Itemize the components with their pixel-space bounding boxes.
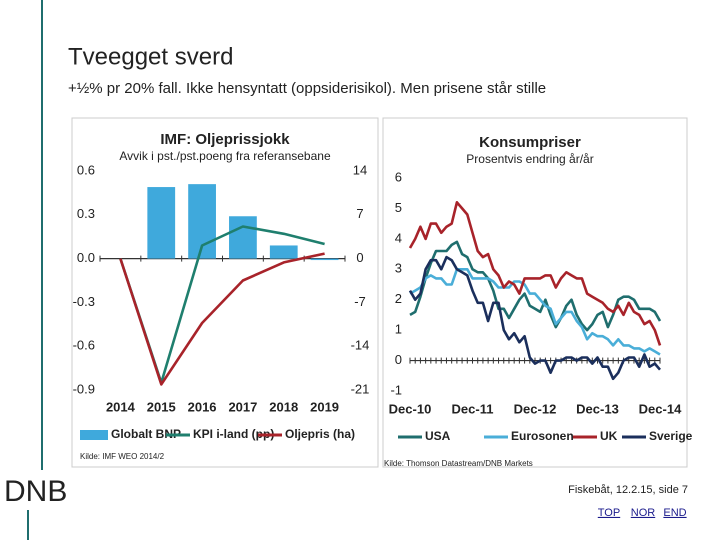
- x-tick-label: Dec-13: [576, 401, 619, 416]
- x-tick-label: 2017: [228, 399, 257, 414]
- x-tick-label: 2014: [106, 399, 136, 414]
- y-tick-label: -0.6: [73, 338, 95, 353]
- legend-label: Eurosonen: [511, 429, 574, 443]
- y2-tick-label: 0: [356, 250, 363, 265]
- y-tick-label: 2: [395, 291, 402, 306]
- nav-link[interactable]: TOP: [598, 507, 620, 519]
- source: Kilde: IMF WEO 2014/2: [80, 452, 165, 461]
- x-tick-label: Dec-11: [452, 401, 494, 416]
- chart-frame: [71, 117, 379, 468]
- series-line: [408, 201, 662, 346]
- chart-title: Konsumpriser: [479, 134, 581, 151]
- nav-link[interactable]: NOR: [631, 507, 656, 519]
- source: Kilde: Thomson Datastream/DNB Markets: [384, 459, 533, 468]
- y-tick-label: 4: [395, 230, 402, 245]
- series-line: [408, 255, 661, 381]
- logo: DNB: [4, 475, 67, 508]
- y-tick-label: 1: [395, 322, 402, 337]
- bar: [229, 216, 257, 259]
- bar: [147, 187, 176, 259]
- y-tick-label: 0.6: [77, 162, 95, 177]
- y-tick-label: 6: [395, 169, 402, 184]
- y2-tick-label: 14: [353, 162, 367, 177]
- y-tick-label: 0.0: [77, 250, 95, 265]
- slide-subtitle: +½% pr 20% fall. Ikke hensyntatt (oppsid…: [68, 80, 546, 97]
- nav-link[interactable]: END: [663, 507, 686, 519]
- series-line: [119, 252, 325, 386]
- legend-label: Oljepris (ha): [285, 427, 355, 441]
- legend-label: Globalt BNP: [111, 427, 181, 441]
- chart-subtitle: Prosentvis endring år/år: [466, 152, 593, 166]
- series-line: [409, 240, 662, 332]
- y2-tick-label: -14: [351, 338, 370, 353]
- y-tick-label: 3: [395, 261, 402, 276]
- x-tick-label: Dec-12: [514, 401, 557, 416]
- x-tick-label: 2018: [269, 399, 298, 414]
- x-tick-label: 2016: [188, 399, 217, 414]
- x-tick-label: 2015: [147, 399, 176, 414]
- bar: [269, 245, 298, 259]
- x-tick-label: Dec-14: [639, 401, 682, 416]
- y-tick-label: 0.3: [77, 206, 95, 221]
- y-tick-label: 5: [395, 200, 402, 215]
- chart-title: IMF: Oljeprissjokk: [160, 131, 290, 148]
- legend-swatch: [80, 430, 108, 440]
- x-tick-label: Dec-10: [389, 401, 432, 416]
- legend-label: Sverige: [649, 429, 693, 443]
- y2-tick-label: -7: [354, 294, 366, 309]
- legend-label: KPI i-land (pp): [193, 427, 274, 441]
- y-tick-label: 0: [395, 352, 402, 367]
- footer: Fiskebåt, 12.2.15, side 7: [568, 484, 688, 496]
- x-tick-label: 2019: [310, 399, 339, 414]
- bar: [310, 258, 339, 261]
- y-tick-label: -0.9: [73, 381, 95, 396]
- series-line: [409, 268, 661, 356]
- y-tick-label: -0.3: [73, 294, 95, 309]
- slide-title: Tveegget sverd: [68, 43, 233, 70]
- y-tick-label: -1: [390, 382, 402, 397]
- chart-subtitle: Avvik i pst./pst.poeng fra referansebane: [119, 149, 331, 163]
- legend-label: USA: [425, 429, 451, 443]
- y2-tick-label: -21: [351, 381, 370, 396]
- legend-label: UK: [600, 429, 618, 443]
- y2-tick-label: 7: [356, 206, 363, 221]
